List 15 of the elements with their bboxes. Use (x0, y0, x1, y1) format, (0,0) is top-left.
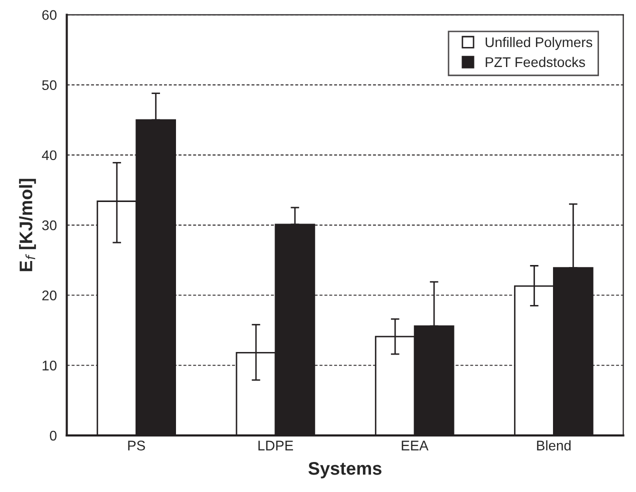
y-axis-title: E$_{f}$ [KJ/mol] (19, 178, 36, 272)
y-tick-label: 40 (42, 150, 57, 160)
x-axis-title: Systems (308, 462, 382, 478)
y-tick-label: 10 (42, 360, 57, 370)
y-tick-label: 60 (42, 10, 57, 20)
y-tick-label: 20 (42, 290, 57, 300)
x-tick-label: LDPE (258, 440, 294, 450)
legend-label: Unfilled Polymers (486, 36, 592, 50)
y-tick-label: 30 (42, 220, 57, 230)
y-tick-label: 0 (50, 430, 57, 441)
legend-label: PZT Feedstocks (486, 56, 586, 68)
x-tick-label: PS (128, 440, 145, 450)
x-tick-label: EEA (402, 440, 428, 450)
y-tick-label: 50 (42, 80, 57, 90)
x-tick-label: Blend (537, 440, 571, 450)
